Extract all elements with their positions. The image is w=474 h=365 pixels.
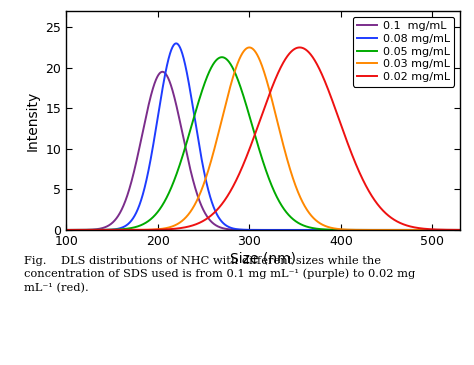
0.1  mg/mL (233, 227, 238, 232)
0.05 mg/mL (214, 58, 219, 62)
0.05 mg/mL (219, 55, 225, 59)
0.08 mg/mL (95, 228, 101, 232)
Line: 0.03 mg/mL: 0.03 mg/mL (48, 47, 474, 230)
0.03 mg/mL (121, 228, 127, 232)
Line: 0.05 mg/mL: 0.05 mg/mL (48, 57, 474, 230)
0.02 mg/mL (121, 228, 127, 232)
Line: 0.1  mg/mL: 0.1 mg/mL (48, 72, 474, 230)
0.03 mg/mL (428, 228, 434, 232)
0.1  mg/mL (121, 202, 127, 206)
0.05 mg/mL (45, 228, 51, 232)
0.02 mg/mL (214, 208, 219, 213)
0.03 mg/mL (246, 45, 252, 50)
Text: Fig.    DLS distributions of NHC with different sizes while the
concentration of: Fig. DLS distributions of NHC with diffe… (24, 255, 415, 293)
0.02 mg/mL (297, 45, 302, 50)
0.02 mg/mL (95, 228, 101, 232)
X-axis label: Size (nm): Size (nm) (230, 252, 296, 266)
Line: 0.08 mg/mL: 0.08 mg/mL (48, 43, 474, 230)
0.08 mg/mL (121, 224, 127, 229)
0.05 mg/mL (233, 72, 238, 76)
0.02 mg/mL (45, 228, 51, 232)
Y-axis label: Intensity: Intensity (26, 90, 40, 151)
0.05 mg/mL (95, 228, 101, 232)
0.08 mg/mL (173, 41, 179, 46)
0.08 mg/mL (428, 228, 434, 232)
0.03 mg/mL (95, 228, 101, 232)
0.08 mg/mL (214, 212, 219, 216)
0.03 mg/mL (233, 67, 238, 72)
0.08 mg/mL (45, 228, 51, 232)
0.1  mg/mL (95, 227, 101, 231)
0.1  mg/mL (428, 228, 434, 232)
0.03 mg/mL (45, 228, 51, 232)
0.03 mg/mL (214, 139, 219, 143)
0.02 mg/mL (428, 227, 434, 231)
0.05 mg/mL (428, 228, 434, 232)
0.05 mg/mL (121, 227, 127, 231)
0.1  mg/mL (45, 228, 51, 232)
0.08 mg/mL (233, 227, 238, 231)
0.1  mg/mL (160, 70, 165, 74)
Line: 0.02 mg/mL: 0.02 mg/mL (48, 47, 474, 230)
0.1  mg/mL (214, 223, 219, 228)
0.02 mg/mL (233, 180, 238, 184)
Legend: 0.1  mg/mL, 0.08 mg/mL, 0.05 mg/mL, 0.03 mg/mL, 0.02 mg/mL: 0.1 mg/mL, 0.08 mg/mL, 0.05 mg/mL, 0.03 … (353, 16, 454, 87)
